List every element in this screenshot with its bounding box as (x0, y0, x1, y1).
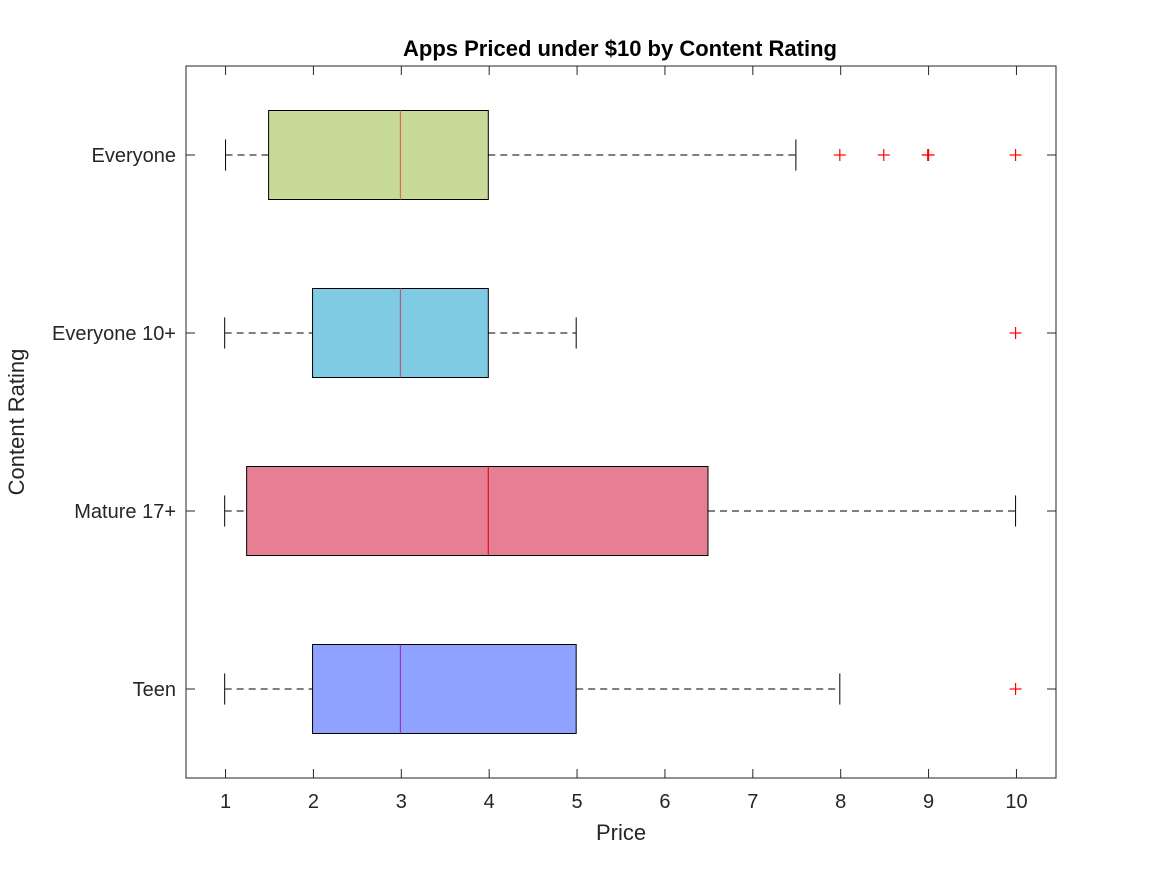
outlier-marker (877, 149, 890, 161)
box-group-mature-17- (224, 466, 1017, 556)
outlier-marker (922, 149, 935, 161)
y-tick-label: Everyone 10+ (52, 323, 176, 345)
x-tick-label: 1 (220, 791, 231, 813)
chart-title: Apps Priced under $10 by Content Rating (403, 36, 837, 61)
x-tick-label: 5 (571, 791, 582, 813)
y-axis-label: Content Rating (4, 349, 29, 496)
y-axis-ticks: Everyone Everyone 10+ Mature 17+ Teen (52, 145, 1056, 701)
outlier-marker (1009, 683, 1022, 695)
y-tick-label: Teen (133, 679, 176, 701)
x-tick-label: 9 (923, 791, 934, 813)
box-group-teen (224, 644, 1022, 734)
box-series (224, 110, 1022, 734)
x-tick-label: 7 (747, 791, 758, 813)
y-tick-label: Mature 17+ (74, 501, 176, 523)
x-tick-label: 2 (308, 791, 319, 813)
box-iqr (268, 110, 489, 200)
box-iqr (246, 466, 709, 556)
outlier-marker (1009, 149, 1022, 161)
x-axis-label: Price (596, 820, 646, 845)
x-tick-label: 6 (659, 791, 670, 813)
x-axis-ticks: 1 2 3 4 5 6 7 8 9 10 (220, 66, 1028, 813)
y-tick-label: Everyone (92, 145, 177, 167)
outlier-marker (833, 149, 846, 161)
x-tick-label: 10 (1005, 791, 1027, 813)
x-tick-label: 3 (396, 791, 407, 813)
outlier-marker (1009, 327, 1022, 339)
box-iqr (312, 644, 577, 734)
box-group-everyone-10- (224, 288, 1022, 378)
x-tick-label: 8 (835, 791, 846, 813)
box-group-everyone (225, 110, 1022, 200)
x-tick-label: 4 (484, 791, 495, 813)
